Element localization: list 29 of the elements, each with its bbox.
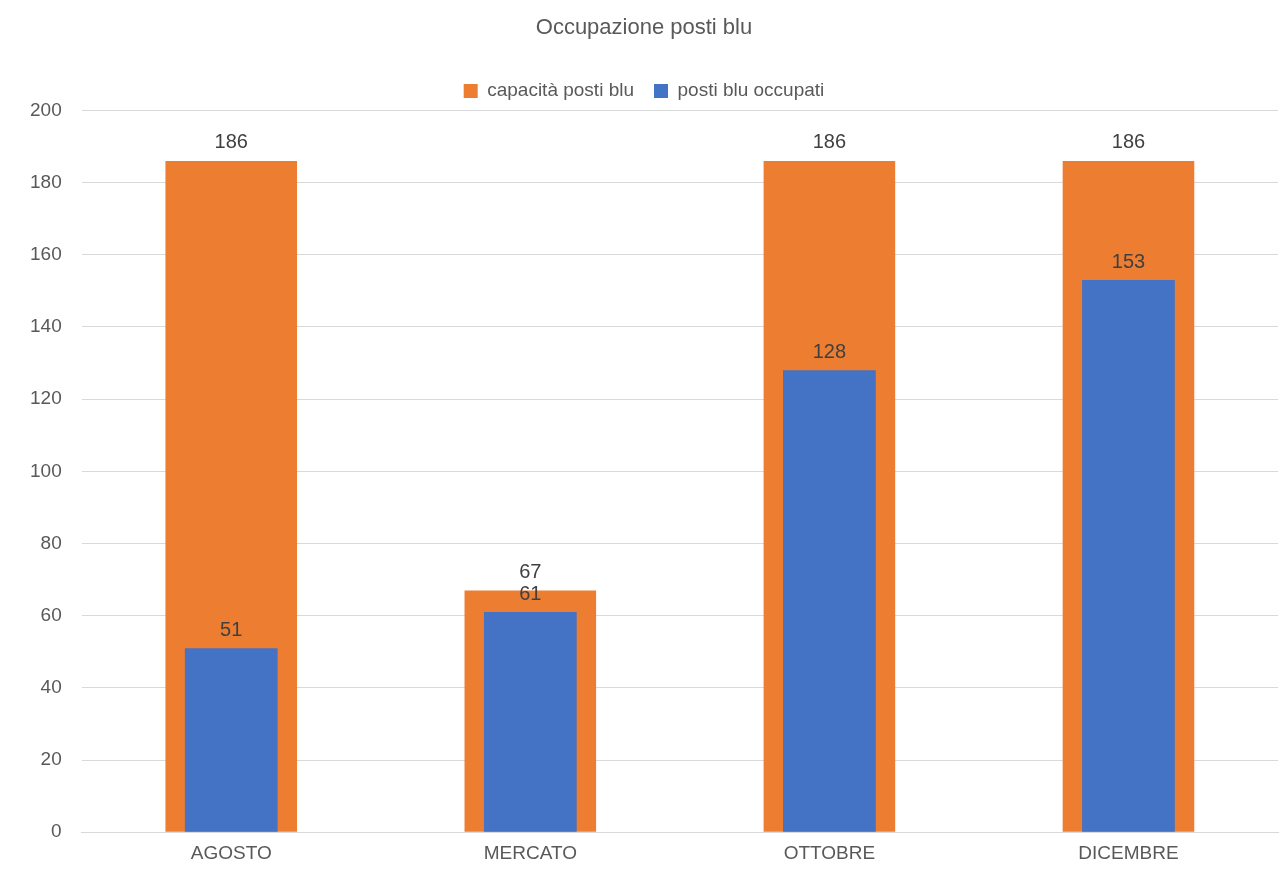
data-label: 186 [214,130,248,153]
bar [1082,280,1175,832]
x-tick-label: DICEMBRE [1078,841,1179,863]
y-tick-label: 40 [40,676,62,698]
chart-title: Occupazione posti blu [535,14,753,40]
y-tick-label: 120 [30,387,62,409]
data-label: 51 [220,617,243,640]
y-tick-label: 80 [40,531,62,553]
data-label: 186 [1111,130,1146,153]
y-tick-label: 180 [30,170,62,192]
y-tick-label: 160 [30,242,62,264]
x-tick-label: OTTOBRE [783,841,876,863]
x-tick-label: AGOSTO [190,841,272,863]
bar [783,370,876,832]
y-tick-label: 20 [40,748,62,770]
bar [483,612,577,832]
data-label: 186 [812,130,847,153]
data-label: 128 [812,339,847,362]
y-tick-label: 140 [30,315,62,337]
bar [184,648,278,832]
y-tick-label: 0 [51,820,62,842]
data-label: 153 [1111,249,1146,272]
y-tick-label: 60 [40,603,62,625]
x-tick-label: MERCATO [483,841,577,863]
data-label: 67 [519,559,542,582]
y-tick-label: 200 [30,98,62,120]
legend-label: posti blu occupati [677,79,825,101]
y-tick-label: 100 [30,459,62,481]
legend-label: capacità posti blu [487,79,635,101]
